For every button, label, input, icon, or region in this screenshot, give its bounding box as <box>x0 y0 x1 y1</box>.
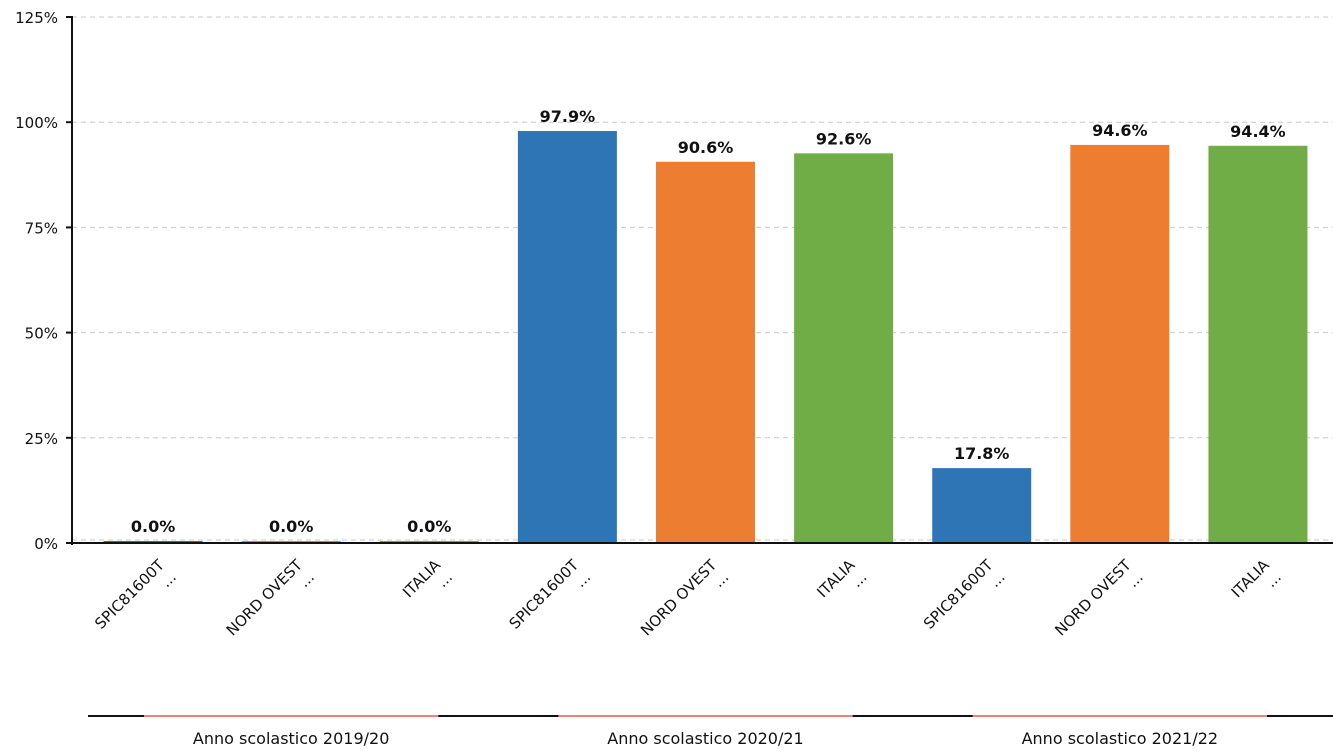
y-tick-label: 75% <box>25 219 58 237</box>
value-label: 92.6% <box>816 129 872 148</box>
y-tick-label: 0% <box>34 535 58 553</box>
y-tick-label: 25% <box>25 430 58 448</box>
category-label: SPIC81600T <box>920 556 997 633</box>
category-label: NORD OVEST <box>637 556 721 640</box>
value-label: 17.8% <box>954 444 1010 463</box>
category-label: SPIC81600T <box>91 556 168 633</box>
y-tick-label: 125% <box>15 9 58 27</box>
category-label: NORD OVEST <box>1051 556 1135 640</box>
value-labels: 0.0% 0.0% 0.0% 97.9% 90.6% 92.6% 17.8% 94.6% 94.… <box>131 107 1286 536</box>
category-labels: SPIC81600T... NORD OVEST... ITALIA... SPIC8… <box>91 556 1285 640</box>
y-axis-ticks: 0% 25% 50% 75% 100% 125% <box>15 9 72 553</box>
value-label: 90.6% <box>678 138 734 157</box>
y-tick-label: 100% <box>15 114 58 132</box>
bar <box>794 153 894 543</box>
group-label: Anno scolastico 2020/21 <box>607 729 803 748</box>
bar <box>1208 145 1308 543</box>
group-label: Anno scolastico 2021/22 <box>1022 729 1218 748</box>
group-label: Anno scolastico 2019/20 <box>193 729 389 748</box>
value-label: 94.6% <box>1092 121 1148 140</box>
bar <box>932 468 1032 543</box>
bars <box>103 131 1308 544</box>
value-label: 94.4% <box>1230 122 1286 141</box>
value-label: 0.0% <box>131 517 175 536</box>
bar <box>656 161 755 544</box>
value-label: 0.0% <box>269 517 313 536</box>
bar <box>517 131 617 543</box>
value-label: 97.9% <box>540 107 596 126</box>
bar <box>1070 144 1170 543</box>
y-tick-label: 50% <box>25 325 58 343</box>
category-label: SPIC81600T <box>506 556 583 633</box>
group-axis: Anno scolastico 2019/20 Anno scolastico 2… <box>88 715 1333 748</box>
value-label: 0.0% <box>407 517 451 536</box>
category-label: NORD OVEST <box>223 556 307 640</box>
